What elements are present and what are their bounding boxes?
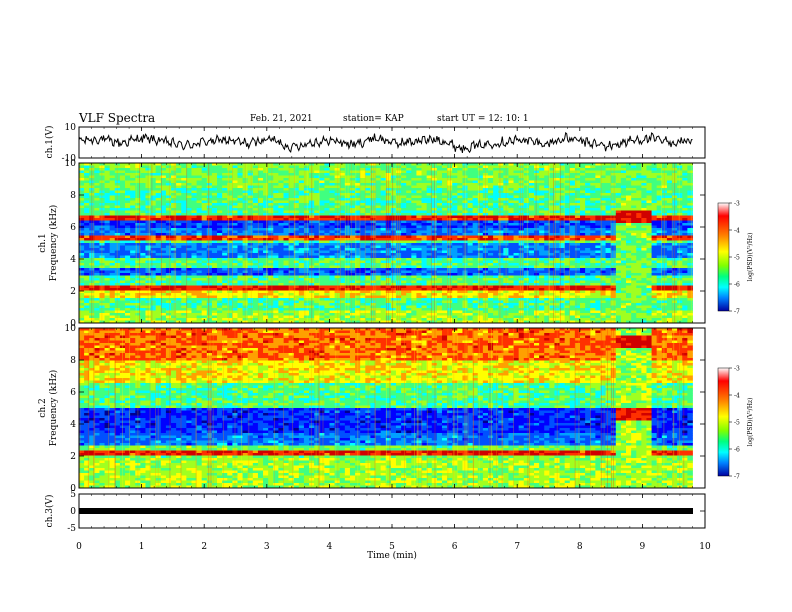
ch3-waveform-ylabel: ch.3(V) [44,495,55,528]
colorbar-tick-label: -6 [734,447,740,454]
ch1-spectrogram-ylabel-channel: ch.1 [38,233,48,252]
colorbar-tick-label: -4 [734,393,740,400]
y-tick-label: 0 [70,507,76,517]
y-tick-label: 10 [65,324,77,334]
ch1-waveform-line [78,131,693,154]
y-tick-label: 2 [70,452,76,462]
ch2-colorbar-label: log(PSD)(V²/Hz) [747,398,754,447]
ch3-waveform-line [79,508,693,514]
y-tick-label: 10 [65,123,77,133]
time-tick-label: 0 [76,542,82,552]
y-tick-label: -5 [67,524,76,534]
time-axis: 0 1 2 3 4 5 6 7 8 9 10 [76,127,711,552]
colorbar-tick-label: -3 [734,201,740,208]
time-tick-label: 9 [640,542,646,552]
time-tick-label: 5 [389,542,395,552]
y-tick-label: 0 [70,484,76,494]
colorbar-tick-label: -7 [734,474,740,481]
ch1-waveform-ylabel: ch.1(V) [44,126,55,159]
time-tick-label: 3 [264,542,270,552]
time-tick-label: 1 [139,542,145,552]
colorbar-tick-label: -5 [734,420,740,427]
time-axis-label: Time (min) [367,550,417,561]
y-tick-label: 6 [70,388,76,398]
figure-header: VLF Spectra Feb. 21, 2021 station= KAP s… [0,111,792,127]
start-time-label: start UT = 12: 10: 1 [437,114,529,124]
y-tick-label: 8 [70,191,76,201]
y-tick-label: 10 [65,159,77,169]
y-tick-label: 6 [70,223,76,233]
ch1-waveform-panel: 10 -10 ch.1(V) [44,123,706,164]
colorbar-tick-label: -7 [734,309,740,316]
y-tick-label: -10 [62,154,77,164]
y-tick-label: 8 [70,356,76,366]
y-tick-label: 2 [70,287,76,297]
colorbar-tick-label: -5 [734,255,740,262]
ch1-spectrogram-ylabel-freq: Frequency (kHz) [48,205,59,282]
time-tick-label: 10 [699,542,711,552]
ch1-spectrogram-image [79,163,693,324]
time-tick-label: 2 [201,542,207,552]
y-tick-label: 0 [70,319,76,329]
colorbar-tick-label: -4 [734,228,740,235]
ch2-spectrogram-image [79,328,693,489]
ch1-colorbar-label: log(PSD)(V²/Hz) [747,233,754,282]
time-tick-label: 7 [514,542,520,552]
ch2-spectrogram-ylabel-freq: Frequency (kHz) [48,370,59,447]
time-tick-label: 8 [577,542,583,552]
colorbar-tick-label: -6 [734,282,740,289]
y-tick-label: 5 [70,490,76,500]
ch3-waveform-panel: 5 0 -5 ch.3(V) [44,490,706,534]
time-tick-label: 4 [327,542,333,552]
station-label: station= KAP [343,114,404,124]
ch2-spectrogram-ylabel-channel: ch.2 [38,398,48,417]
ch1-colorbar [717,202,730,312]
time-tick-label: 6 [452,542,458,552]
y-tick-label: 4 [70,255,76,265]
ch2-colorbar [717,367,730,477]
y-tick-label: 4 [70,420,76,430]
colorbar-tick-label: -3 [734,366,740,373]
figure-title: VLF Spectra [79,111,156,125]
date-label: Feb. 21, 2021 [250,114,313,124]
